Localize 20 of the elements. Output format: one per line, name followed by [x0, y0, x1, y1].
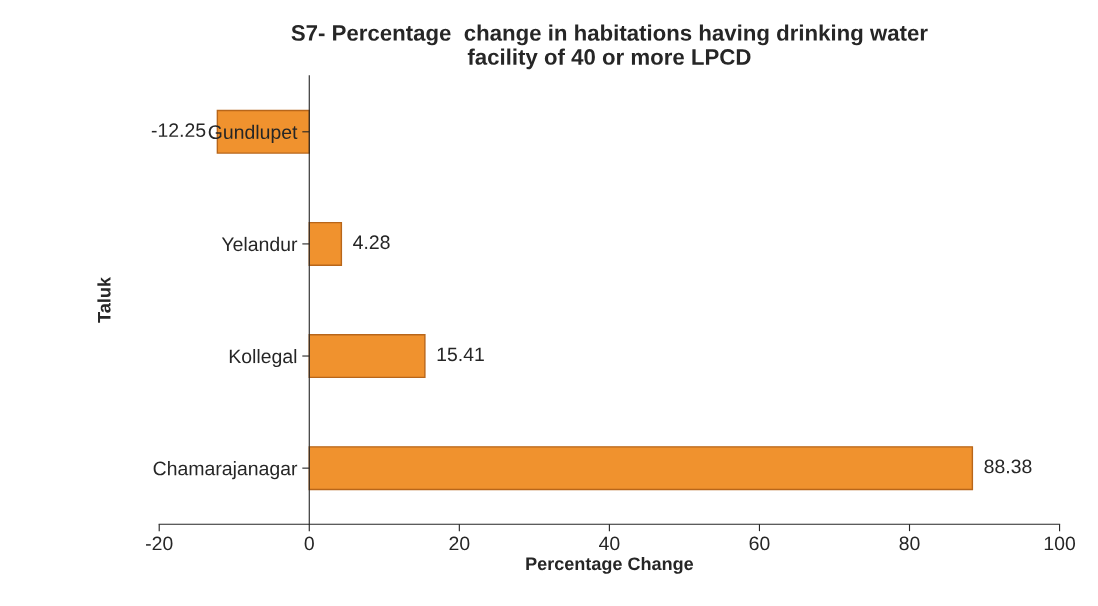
data-label: 4.28: [353, 235, 390, 250]
y-tick-label: Yelandur: [221, 236, 298, 252]
x-axis-title: Percentage Change: [526, 556, 694, 574]
y-tick-label: Kollegal: [229, 348, 297, 368]
bar: [308, 221, 343, 266]
x-tick-label: 0: [304, 536, 314, 551]
x-tick-label: -20: [146, 536, 173, 551]
data-label: 15.41: [437, 347, 484, 362]
x-tick-label: 20: [449, 536, 470, 551]
x-tick-label: 40: [599, 536, 620, 551]
x-tick-label: 80: [899, 536, 920, 551]
y-tick-label: Chamarajanagar: [153, 461, 298, 480]
x-tick-label: 60: [749, 536, 770, 551]
x-tick-label: 100: [1044, 536, 1076, 551]
y-axis-title: Taluk: [97, 277, 111, 323]
chart-title: S7- Percentage change in habitations having drinking water facility of 40 or more LPCD: [291, 24, 928, 70]
bar: [308, 446, 974, 491]
data-label: -12.25: [151, 123, 206, 138]
bar: [308, 334, 426, 379]
data-label: 88.38: [984, 459, 1032, 474]
